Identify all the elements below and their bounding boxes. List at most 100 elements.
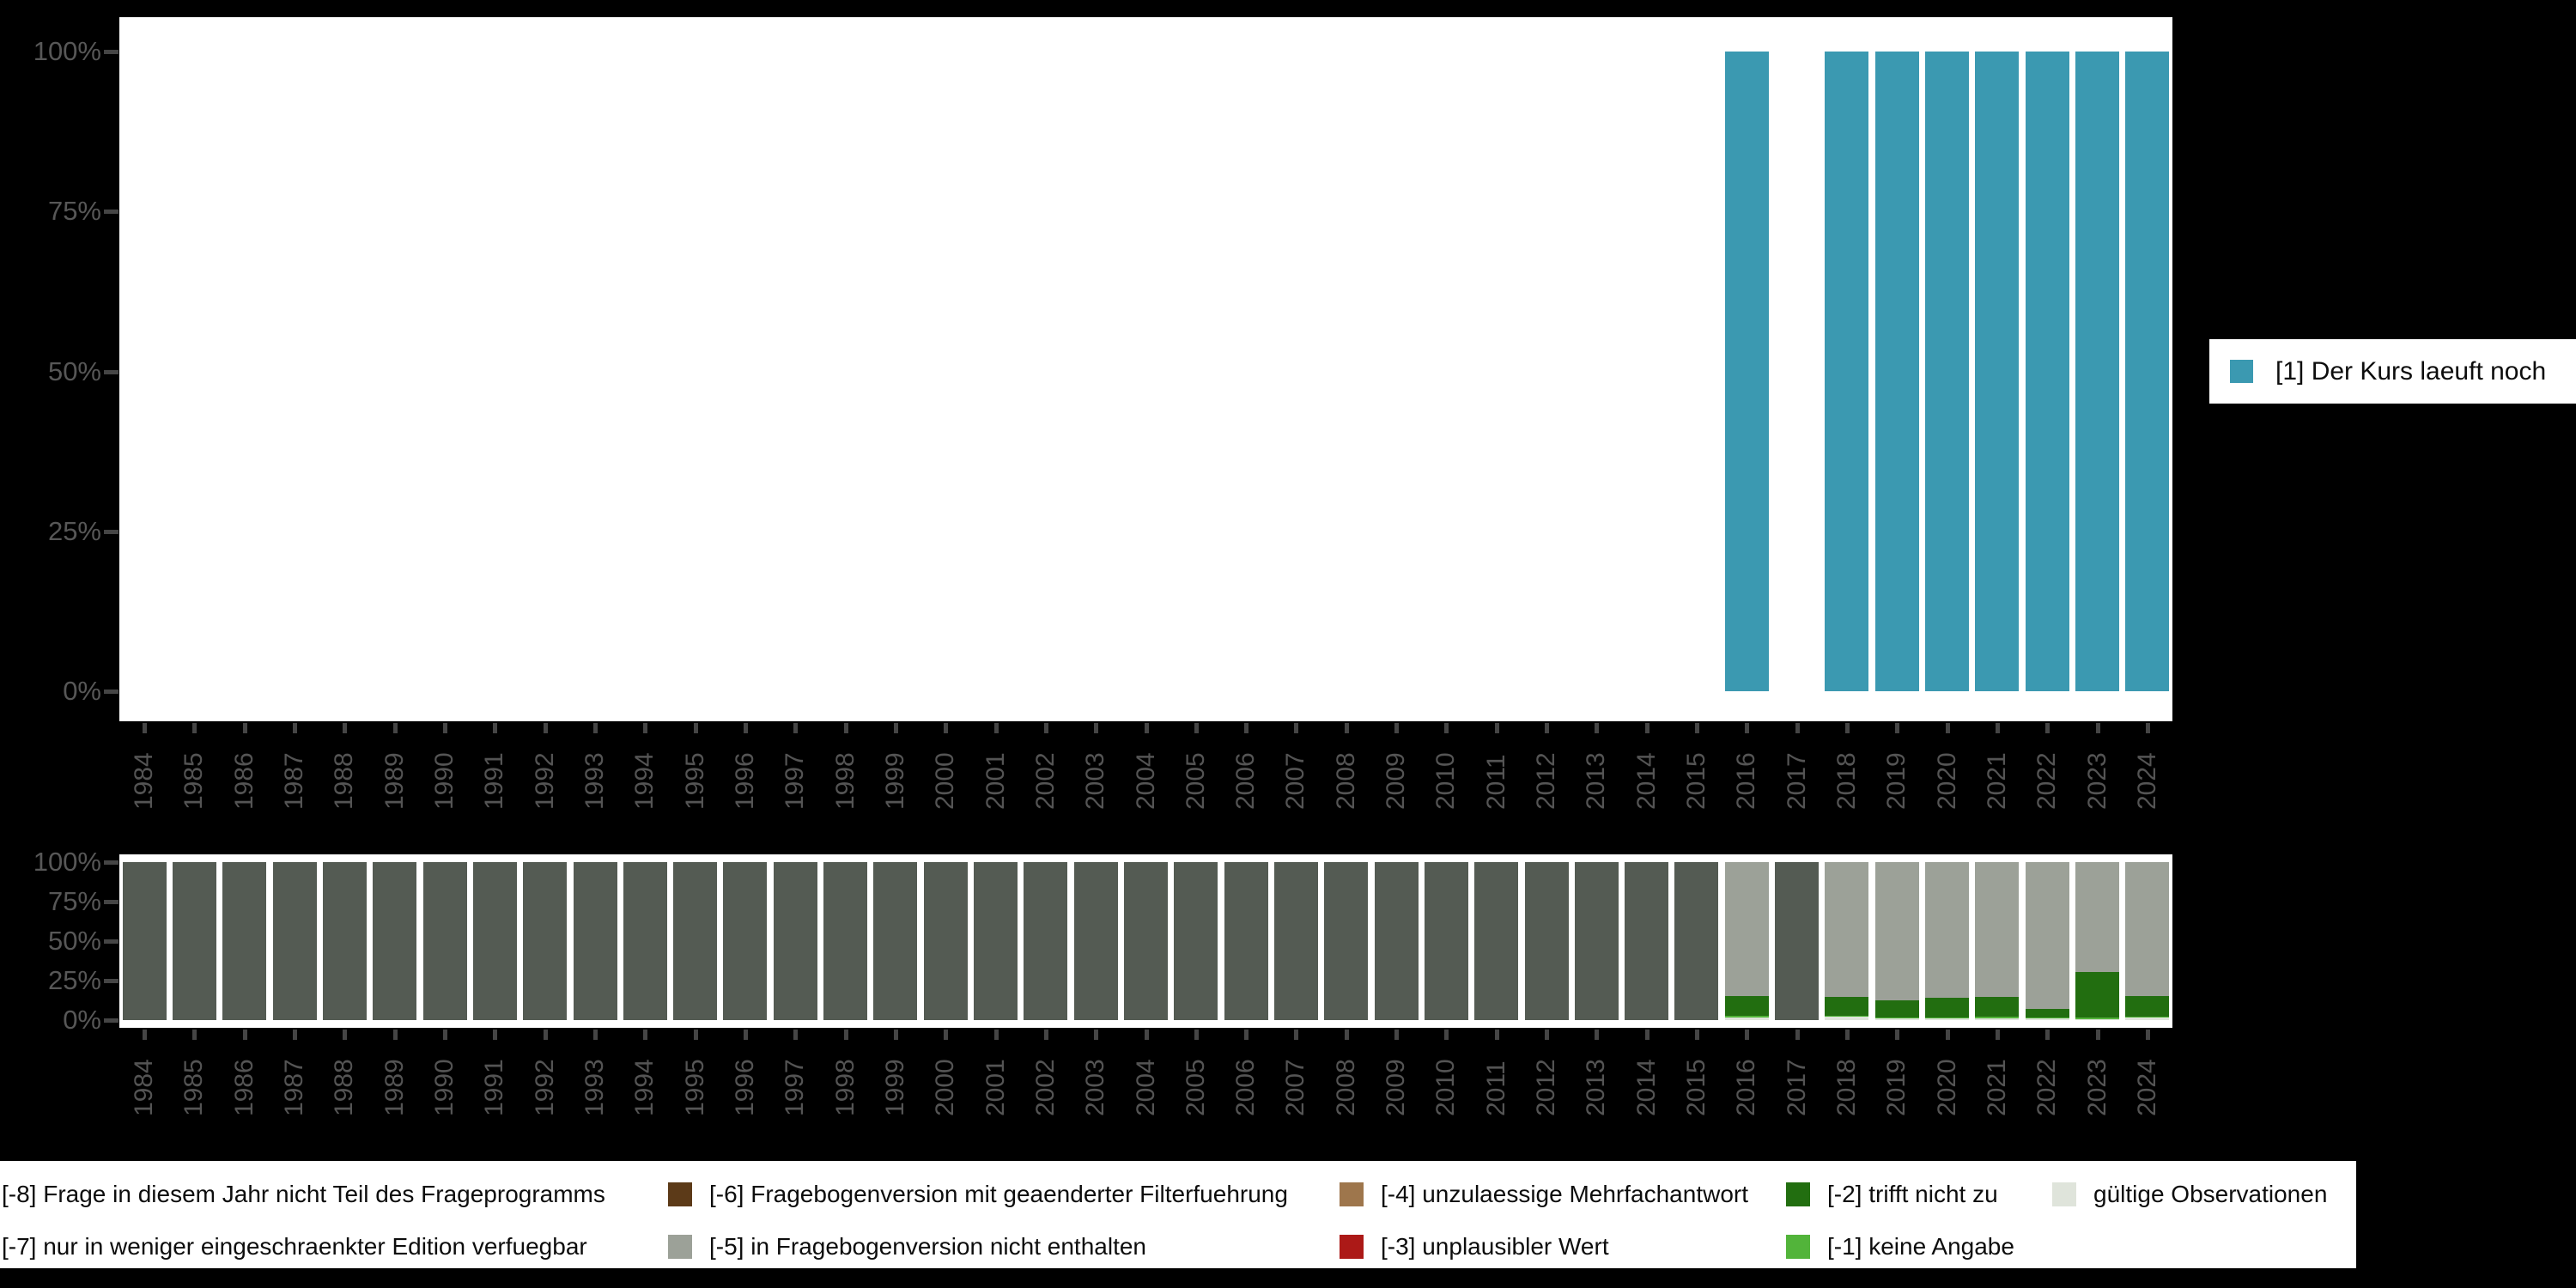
legend-key-swatch (668, 1235, 692, 1259)
x-axis-tick (2045, 723, 2050, 733)
x-axis-year-label: 2004 (1132, 1059, 1160, 1116)
x-axis-tick (1845, 1030, 1850, 1040)
y-axis-label: 100% (33, 36, 101, 66)
x-axis-year-label: 2022 (2032, 1059, 2061, 1116)
x-axis-tick (2146, 1030, 2150, 1040)
x-axis-tick (694, 723, 698, 733)
y-axis-label: 25% (47, 516, 101, 546)
x-axis-tick (793, 723, 798, 733)
x-axis-tick (493, 723, 497, 733)
x-axis-tick (793, 1030, 798, 1040)
x-axis-tick (1194, 1030, 1199, 1040)
x-axis-tick (1895, 723, 1899, 733)
x-axis-year-label: 2012 (1532, 752, 1560, 810)
x-axis-year-label: 1992 (531, 1059, 559, 1116)
x-axis-year-label: 1996 (731, 752, 759, 810)
x-axis-tick (192, 723, 197, 733)
stack-segment-2002 (1024, 862, 1067, 1020)
x-axis-year-label: 2007 (1281, 752, 1309, 810)
x-axis-tick (1795, 1030, 1800, 1040)
y-axis-tick (104, 1018, 118, 1023)
x-axis-year-label: 2013 (1582, 1059, 1610, 1116)
x-axis-tick (544, 1030, 548, 1040)
stack-segment-2010 (1425, 862, 1468, 1020)
x-axis-year-label: 1984 (130, 752, 158, 810)
x-axis-year-label: 1999 (881, 752, 909, 810)
stack-segment-1991 (473, 862, 517, 1020)
x-axis-year-label: 2020 (1933, 752, 1961, 810)
x-axis-tick (1545, 723, 1549, 733)
x-axis-year-label: 2012 (1532, 1059, 1560, 1116)
x-axis-year-label: 2015 (1682, 752, 1710, 810)
stack-segment-1988 (323, 862, 367, 1020)
stack-segment-1984 (123, 862, 167, 1020)
x-axis-year-label: 2023 (2083, 1059, 2111, 1116)
x-axis-year-label: 2017 (1783, 752, 1811, 810)
x-axis-year-label: 2020 (1933, 1059, 1961, 1116)
stack-segment-2023 (2075, 862, 2119, 972)
x-axis-tick (1895, 1030, 1899, 1040)
x-axis-tick (544, 723, 548, 733)
x-axis-tick (1946, 723, 1950, 733)
legend-key-label: [-3] unplausibler Wert (1381, 1233, 1609, 1260)
x-axis-year-label: 1998 (831, 752, 860, 810)
x-axis-tick (1244, 723, 1249, 733)
stack-segment-1986 (222, 862, 266, 1020)
stack-segment-1996 (723, 862, 767, 1020)
y-axis-tick (104, 690, 118, 694)
x-axis-tick (443, 1030, 447, 1040)
stack-segment-1985 (173, 862, 216, 1020)
x-axis-tick (1645, 1030, 1649, 1040)
x-axis-year-label: 1994 (630, 752, 659, 810)
stack-segment-2004 (1124, 862, 1168, 1020)
legend-key-label: [-2] trifft nicht zu (1827, 1181, 1998, 1207)
x-axis-year-label: 1997 (781, 1059, 809, 1116)
stack-segment-2019 (1875, 1018, 1919, 1020)
x-axis-tick (1795, 723, 1800, 733)
stack-segment-2019 (1875, 862, 1919, 1000)
upper-chart-legend: [1] Der Kurs laeuft noch (2209, 339, 2576, 404)
stack-segment-2005 (1174, 862, 1218, 1020)
stack-segment-2021 (1975, 997, 2019, 1017)
x-axis-tick (1244, 1030, 1249, 1040)
x-axis-tick (1094, 1030, 1098, 1040)
x-axis-tick (1145, 1030, 1149, 1040)
x-axis-tick (493, 1030, 497, 1040)
x-axis-year-label: 2005 (1182, 1059, 1210, 1116)
legend-key-label: [-7] nur in weniger eingeschraenkter Edi… (2, 1233, 587, 1260)
x-axis-year-label: 2022 (2032, 752, 2061, 810)
x-axis-tick (1394, 723, 1399, 733)
x-axis-tick (293, 1030, 297, 1040)
legend-label: [1] Der Kurs laeuft noch (2275, 357, 2547, 386)
x-axis-tick (1545, 1030, 1549, 1040)
x-axis-tick (1645, 723, 1649, 733)
x-axis-year-label: 1988 (330, 752, 358, 810)
y-axis-tick (104, 860, 118, 865)
x-axis-year-label: 1998 (831, 1059, 860, 1116)
x-axis-year-label: 2009 (1382, 1059, 1410, 1116)
x-axis-tick (1444, 723, 1449, 733)
x-axis-year-label: 2023 (2083, 752, 2111, 810)
x-axis-year-label: 2002 (1031, 752, 1060, 810)
x-axis-year-label: 1999 (881, 1059, 909, 1116)
x-axis-tick (1044, 1030, 1048, 1040)
legend-key-swatch (2052, 1182, 2076, 1206)
stack-segment-2021 (1975, 1017, 2019, 1018)
x-axis-year-label: 2010 (1431, 752, 1460, 810)
stack-segment-1990 (423, 862, 467, 1020)
stack-segment-1995 (673, 862, 717, 1020)
stack-segment-2001 (974, 862, 1018, 1020)
stack-segment-2015 (1674, 862, 1718, 1020)
stack-segment-2020 (1925, 862, 1969, 998)
legend-swatch (2230, 360, 2253, 383)
x-axis-tick (1094, 723, 1098, 733)
x-axis-year-label: 2006 (1231, 752, 1260, 810)
x-axis-tick (643, 1030, 647, 1040)
x-axis-year-label: 2018 (1832, 1059, 1861, 1116)
stack-segment-1998 (823, 862, 867, 1020)
x-axis-tick (1946, 1030, 1950, 1040)
x-axis-tick (243, 723, 247, 733)
stack-segment-2000 (924, 862, 968, 1020)
x-axis-tick (1345, 723, 1349, 733)
x-axis-tick (1294, 1030, 1298, 1040)
